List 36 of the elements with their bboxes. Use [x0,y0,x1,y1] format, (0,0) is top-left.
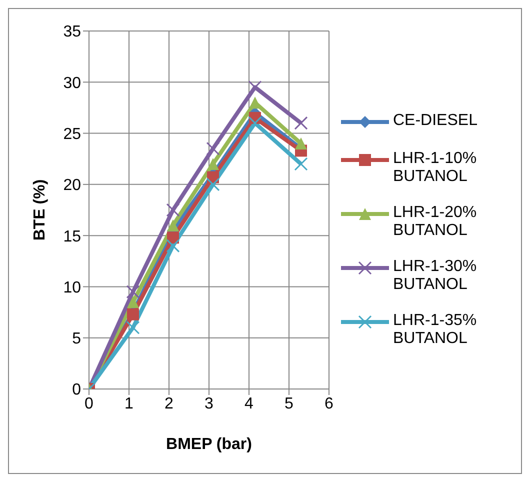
x-tick-label: 2 [164,395,174,412]
point [207,158,219,170]
y-tick-label: 0 [72,382,82,399]
legend-label: LHR-1-10% BUTANOL [393,150,478,186]
y-tick-label: 5 [72,330,82,348]
legend-label: LHR-1-35% BUTANOL [393,312,478,348]
point [248,116,262,130]
point [294,157,308,171]
point [166,239,180,253]
point [206,178,220,192]
point [166,203,180,217]
y-tick-label: 15 [63,228,82,246]
y-tick-label: 25 [63,126,82,143]
legend-label: LHR-1-20% BUTANOL [393,204,478,240]
legend-label: CE-DIESEL [393,112,478,130]
y-tick-label: 30 [63,74,82,92]
y-axis-title: BTE (%) [32,179,49,241]
point [126,285,140,299]
point [167,219,179,232]
y-tick-label: 20 [63,177,82,194]
x-tick-label: 1 [124,395,134,412]
point [206,142,220,156]
y-tick-label: 10 [63,279,82,296]
point [294,116,308,130]
x-tick-label: 3 [204,395,214,412]
point [126,320,140,334]
point [248,80,262,94]
point [295,138,307,150]
x-tick-label: 0 [84,395,94,412]
x-tick-label: 4 [244,395,254,412]
y-tick-label: 35 [63,24,82,41]
legend-label: LHR-1-30% BUTANOL [393,258,478,294]
point [127,296,139,308]
x-axis-title: BMEP (bar) [166,436,252,453]
x-tick-label: 6 [324,395,334,412]
x-tick-label: 5 [284,395,294,412]
